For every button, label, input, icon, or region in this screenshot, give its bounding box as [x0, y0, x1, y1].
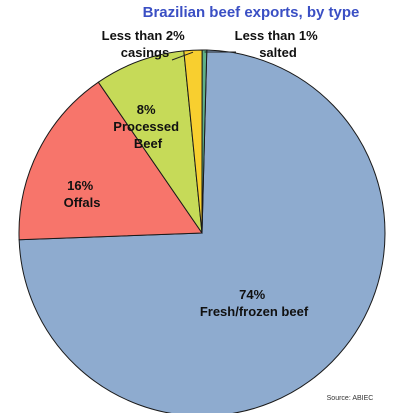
pie-slice-processed-beef [97, 50, 203, 234]
pie-slices [18, 49, 386, 413]
slice-label-fresh-frozen-beef: 74% Fresh/frozen beef [200, 287, 309, 319]
leader-line-casings [171, 51, 194, 61]
leader-lines [171, 51, 236, 61]
slice-label-processed-beef: 8% Processed Beef [113, 102, 182, 151]
slice-label-salted: Less than 1% salted [235, 28, 322, 60]
chart-title: Brazilian beef exports, by type [143, 4, 360, 21]
slice-label-offals: 16% Offals [64, 178, 101, 210]
slice-label-casings: Less than 2% casings [102, 28, 189, 60]
pie-slice-salted [201, 49, 208, 234]
source-note: Source: ABIEC [327, 395, 374, 402]
pie-slice-offals [18, 81, 203, 241]
